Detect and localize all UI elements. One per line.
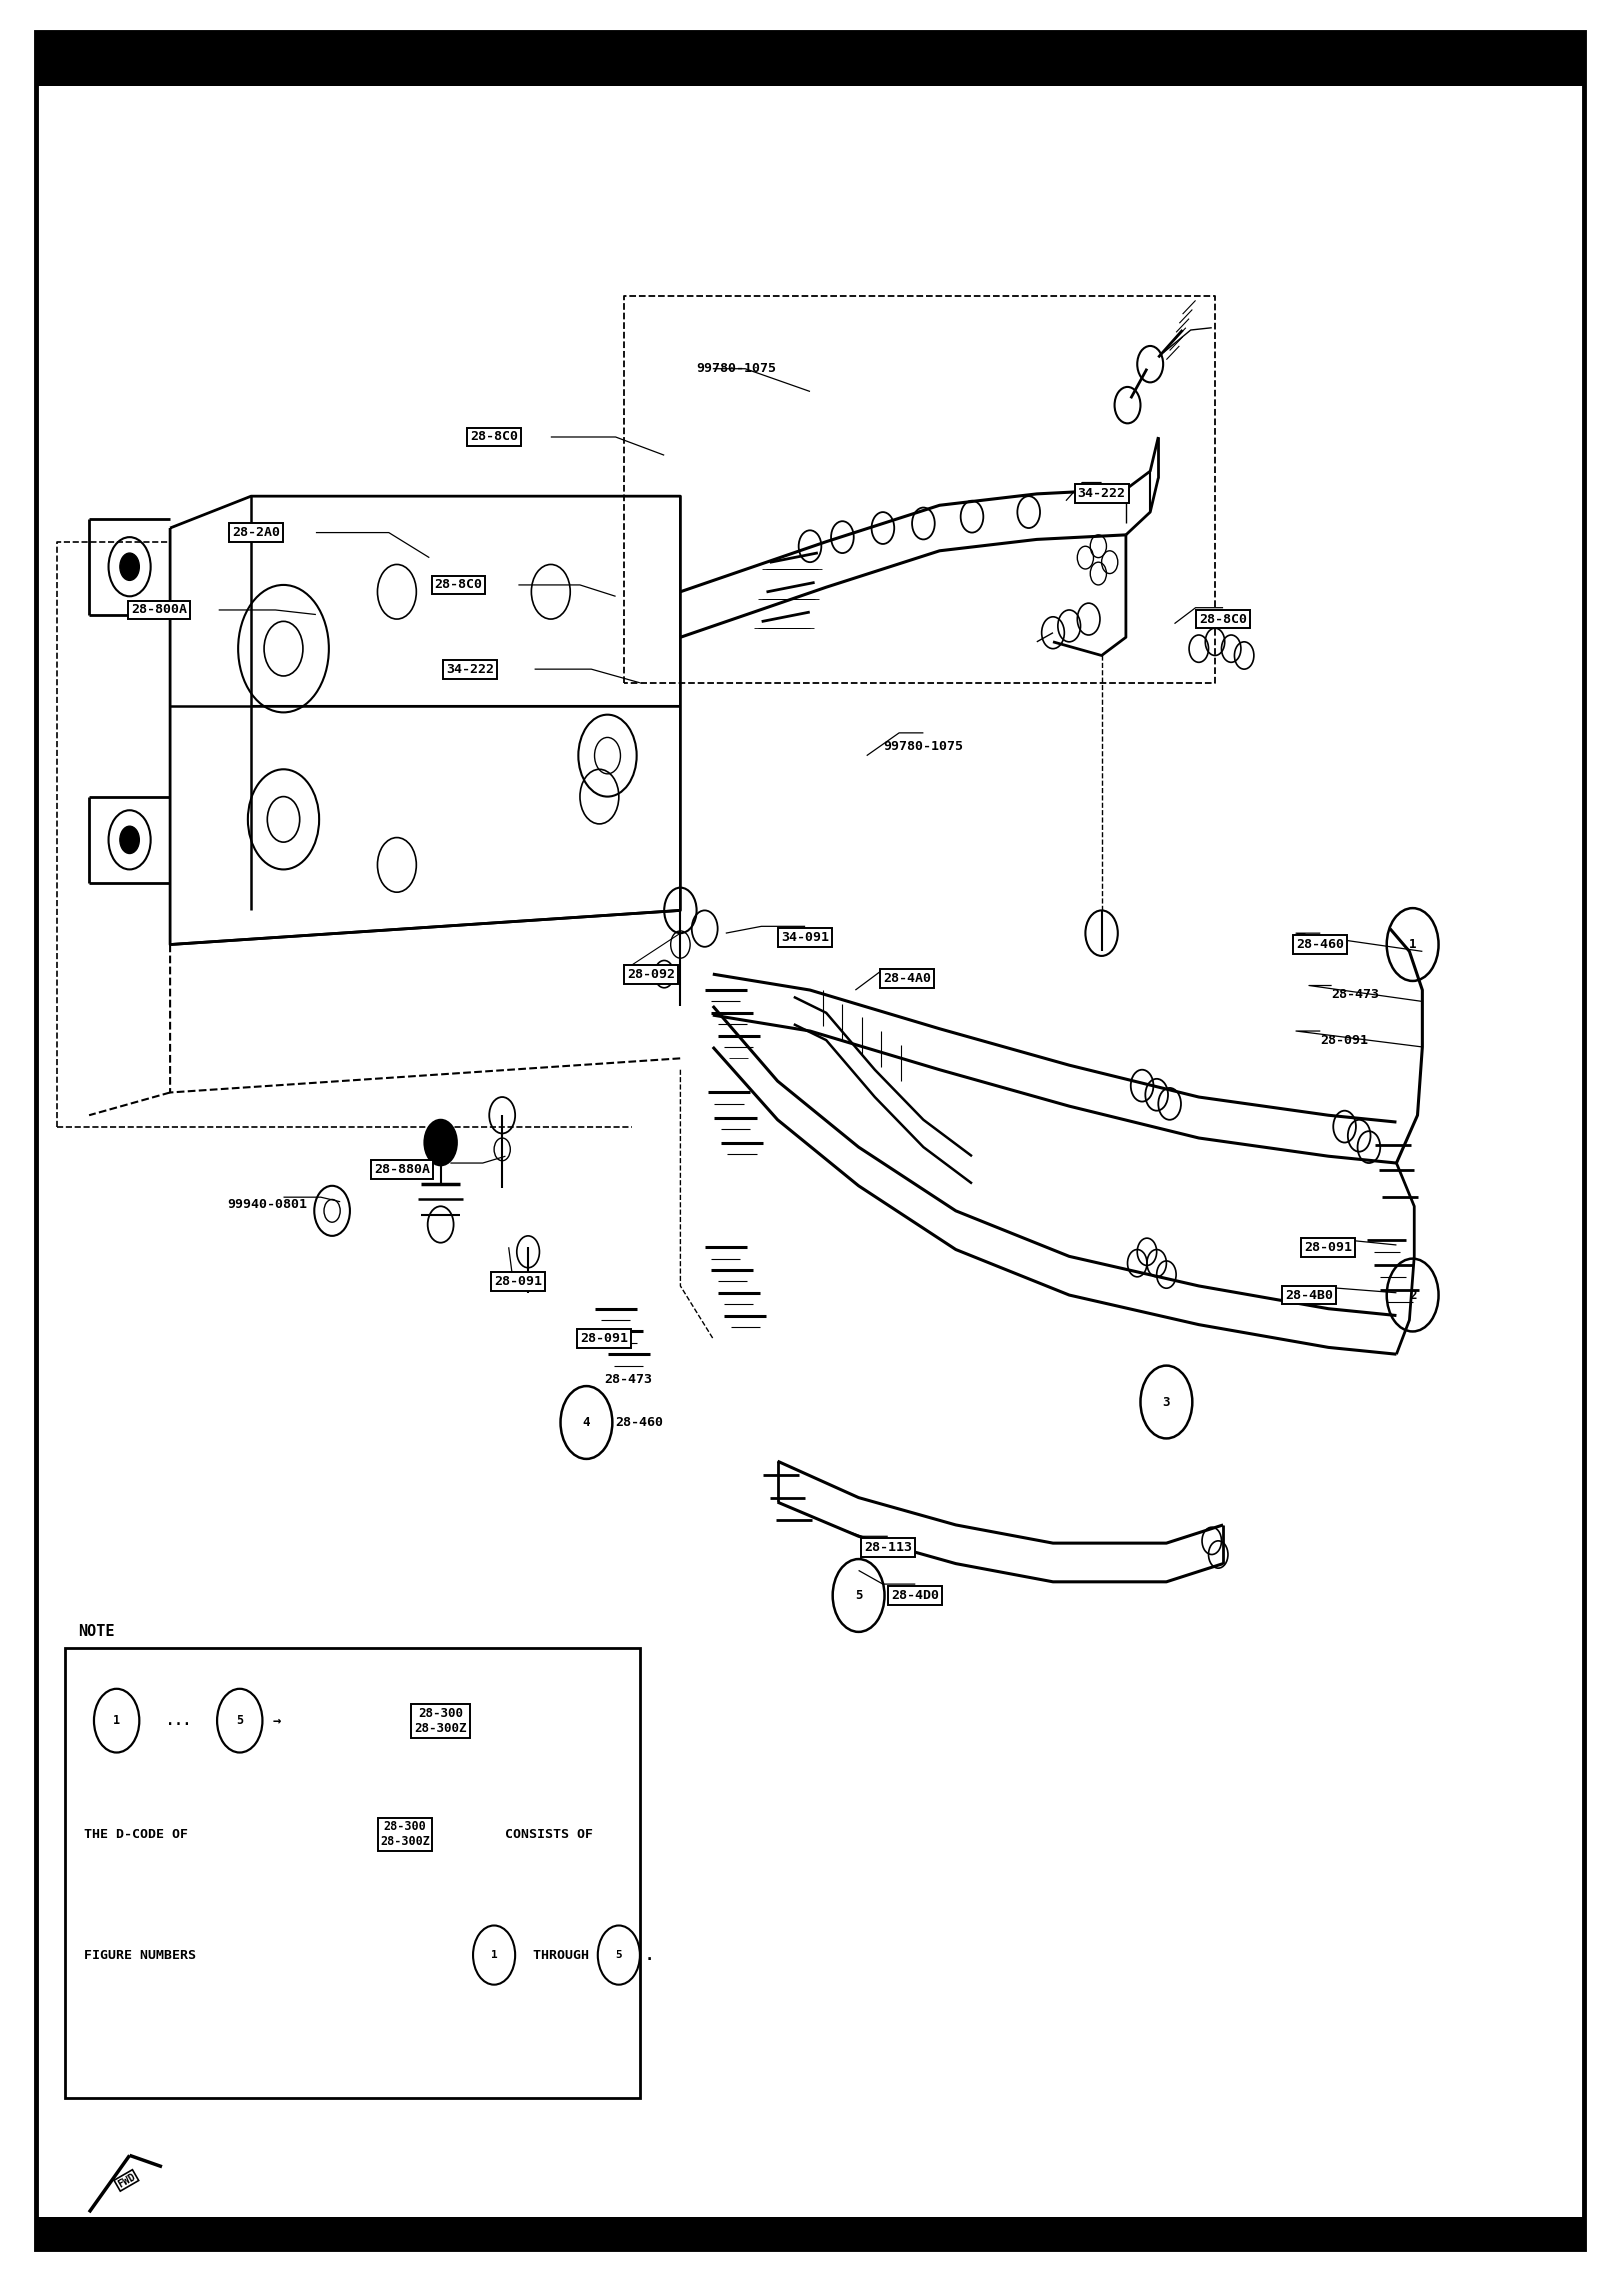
Text: 28-4A0: 28-4A0 [883, 972, 932, 986]
Text: 1: 1 [491, 1951, 497, 1960]
Text: THE D-CODE OF: THE D-CODE OF [84, 1828, 188, 1841]
Text: 28-4D0: 28-4D0 [891, 1589, 940, 1602]
Text: 28-091: 28-091 [494, 1275, 543, 1288]
Text: 28-8C0: 28-8C0 [434, 578, 483, 592]
Circle shape [120, 826, 139, 854]
Circle shape [120, 553, 139, 580]
Text: →: → [272, 1714, 280, 1727]
Text: 5: 5 [616, 1951, 622, 1960]
Text: 5: 5 [855, 1589, 862, 1602]
Text: 34-222: 34-222 [446, 662, 494, 676]
Circle shape [424, 1120, 457, 1165]
Text: 28-091: 28-091 [1320, 1033, 1369, 1047]
Text: 28-113: 28-113 [863, 1541, 912, 1555]
Text: 28-091: 28-091 [580, 1331, 629, 1345]
Text: THROUGH: THROUGH [525, 1948, 596, 1962]
Text: 28-473: 28-473 [604, 1372, 653, 1386]
Bar [36, 32, 1584, 86]
Text: 28-300
28-300Z: 28-300 28-300Z [415, 1707, 467, 1734]
Text: CONSISTS OF: CONSISTS OF [505, 1828, 593, 1841]
Text: 99780-1075: 99780-1075 [883, 740, 962, 753]
Text: 28-8C0: 28-8C0 [1199, 612, 1247, 626]
Text: NOTE: NOTE [78, 1623, 115, 1639]
Text: 28-8C0: 28-8C0 [470, 430, 518, 444]
Text: 3: 3 [1163, 1395, 1170, 1409]
Text: FIGURE NUMBERS: FIGURE NUMBERS [84, 1948, 196, 1962]
Text: 28-473: 28-473 [1332, 988, 1380, 1001]
Bar [36, 2217, 1584, 2249]
Text: 28-460: 28-460 [616, 1416, 664, 1429]
Text: ...: ... [165, 1714, 191, 1727]
Text: 34-222: 34-222 [1077, 487, 1126, 501]
Text: 28-4B0: 28-4B0 [1285, 1288, 1333, 1302]
Text: 34-091: 34-091 [781, 931, 829, 945]
Text: 28-800A: 28-800A [131, 603, 186, 617]
Text: 4: 4 [583, 1416, 590, 1429]
Text: 28-091: 28-091 [1304, 1240, 1353, 1254]
Text: FWD: FWD [115, 2171, 138, 2190]
Text: 99780-1075: 99780-1075 [697, 362, 776, 376]
Text: 28-092: 28-092 [627, 967, 676, 981]
Text: 2: 2 [1409, 1288, 1416, 1302]
Text: 28-300
28-300Z: 28-300 28-300Z [381, 1821, 429, 1848]
Text: 99940-0801: 99940-0801 [227, 1197, 306, 1211]
Text: 28-460: 28-460 [1296, 938, 1345, 951]
Text: 1: 1 [113, 1714, 120, 1727]
Text: 28-880A: 28-880A [374, 1163, 429, 1177]
Text: 1: 1 [1409, 938, 1416, 951]
Text: .: . [645, 1948, 654, 1962]
Text: 28-2A0: 28-2A0 [232, 526, 280, 539]
Bar [65, 1648, 640, 2098]
Text: 5: 5 [237, 1714, 243, 1727]
